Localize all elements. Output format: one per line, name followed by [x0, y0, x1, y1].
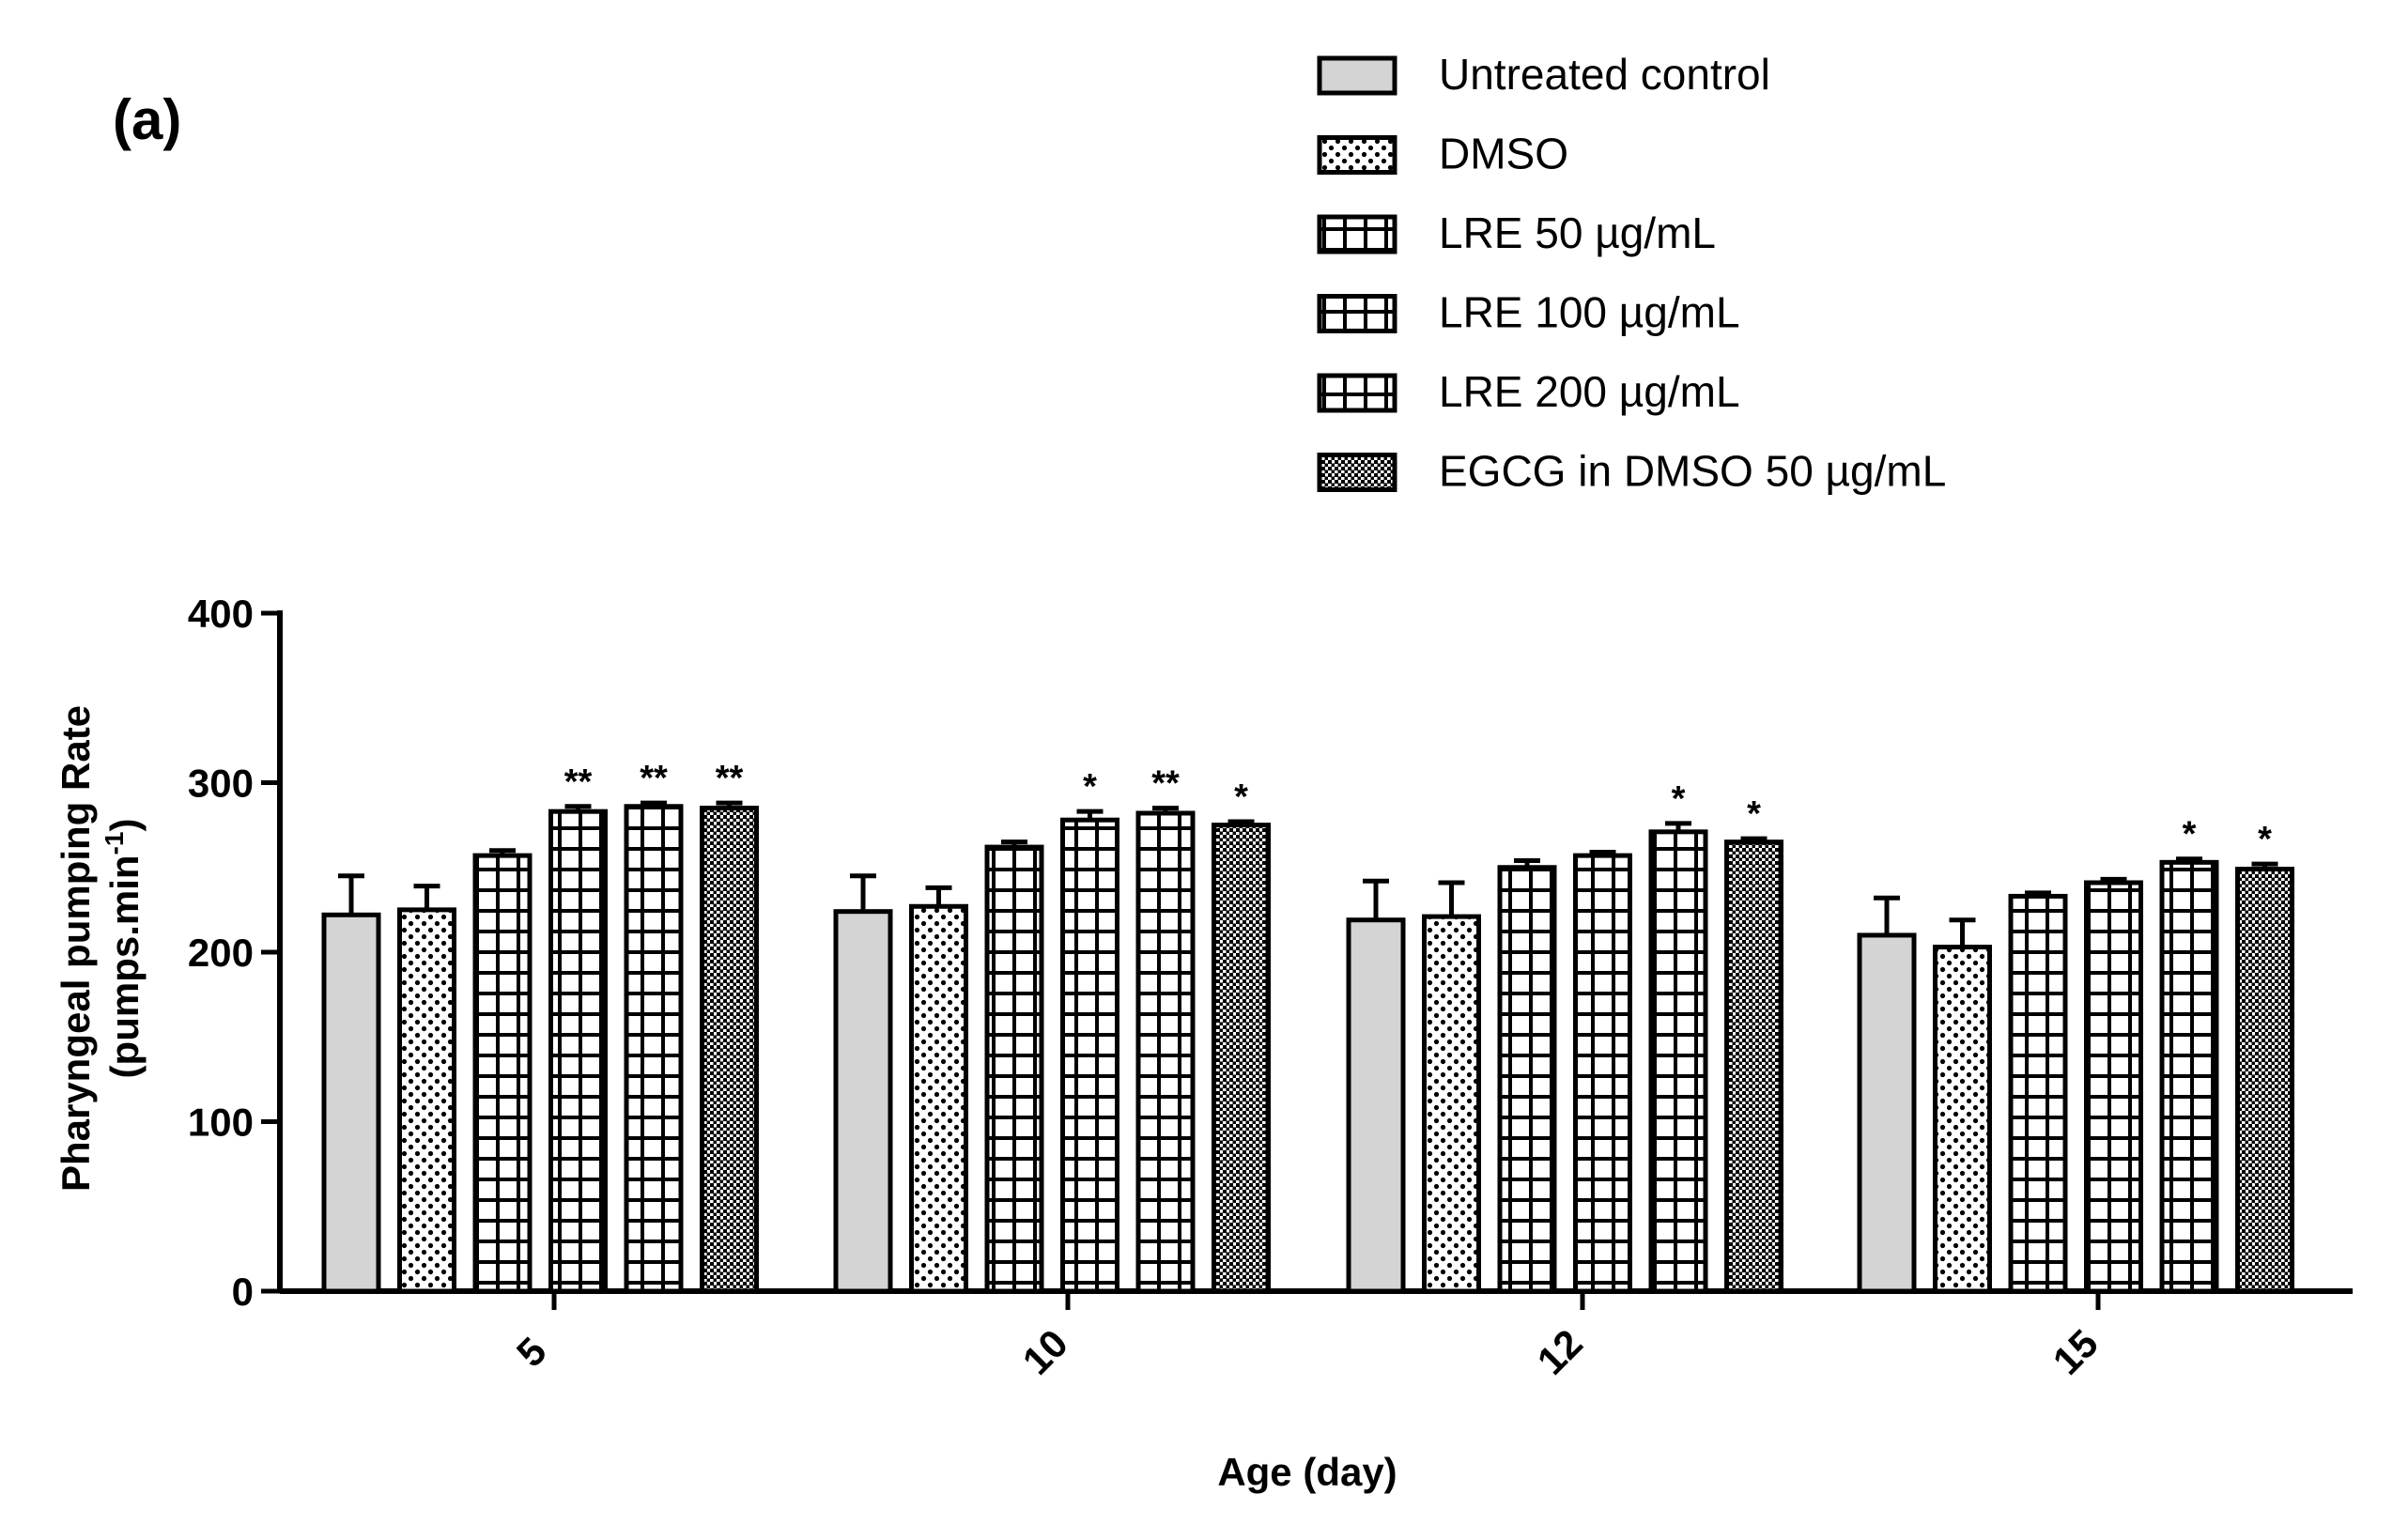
legend-label: LRE 200 µg/mL	[1439, 367, 1740, 416]
significance-mark: **	[716, 759, 744, 798]
y-tick-label: 200	[188, 931, 254, 975]
bar-dmso-day-10	[909, 903, 968, 1294]
bar-egcg-in-dmso-50-g-ml-day-5	[700, 806, 759, 1294]
legend-label: EGCG in DMSO 50 µg/mL	[1439, 447, 1946, 496]
significance-mark: *	[2258, 820, 2272, 859]
bar-lre-200-g-ml-day-12	[1648, 829, 1708, 1294]
x-axis-title: Age (day)	[1217, 1450, 1397, 1494]
bar-dmso-day-15	[1933, 945, 1992, 1294]
bar-lre-200-g-ml-day-15	[2159, 859, 2219, 1294]
bar-untreated-control-day-10	[833, 909, 893, 1294]
x-tick-label: 5	[508, 1329, 555, 1376]
bar-lre-50-g-ml-day-5	[472, 853, 533, 1294]
panel-label: (a)	[113, 88, 181, 151]
bar-lre-50-g-ml-day-10	[984, 844, 1044, 1294]
legend-swatch	[1317, 55, 1397, 96]
y-axis-title-superscript: -1	[100, 832, 129, 855]
bar-untreated-control-day-15	[1857, 932, 1917, 1294]
legend-swatch	[1317, 294, 1397, 333]
bars: ** ** ** * ** * * ** *	[321, 759, 2294, 1294]
significance-mark: *	[1234, 778, 1248, 817]
bar-lre-100-g-ml-day-15	[2084, 880, 2143, 1294]
legend-label: Untreated control	[1439, 50, 1770, 99]
bar-egcg-in-dmso-50-g-ml-day-15	[2235, 867, 2294, 1294]
y-tick-label: 400	[188, 592, 254, 636]
y-axis-title-line1: Pharyngeal pumping Rate	[54, 705, 98, 1192]
bar-dmso-day-5	[397, 907, 456, 1294]
legend: Untreated control DMSO LRE 50 µg/mL LRE 100…	[1317, 50, 1946, 496]
significance-mark: *	[1083, 767, 1097, 807]
y-tick-label: 300	[188, 762, 254, 806]
legend-label: LRE 50 µg/mL	[1439, 208, 1716, 257]
significance-mark: **	[1151, 764, 1180, 804]
significance-mark: *	[1747, 794, 1761, 834]
significance-mark: *	[1672, 779, 1686, 819]
bar-lre-100-g-ml-day-10	[1060, 817, 1119, 1294]
x-tick-label: 15	[2045, 1321, 2107, 1383]
legend-label: LRE 100 µg/mL	[1439, 288, 1740, 337]
x-tick-label: 12	[1529, 1321, 1591, 1383]
bar-lre-100-g-ml-day-12	[1573, 853, 1632, 1294]
y-axis-title-close: )	[102, 819, 147, 832]
bar-dmso-day-12	[1422, 914, 1481, 1294]
bar-untreated-control-day-5	[321, 912, 381, 1294]
legend-swatch	[1317, 214, 1397, 254]
bar-lre-50-g-ml-day-15	[2008, 893, 2068, 1294]
legend-swatch	[1317, 453, 1397, 492]
y-tick-label: 100	[188, 1101, 254, 1145]
legend-swatch	[1317, 373, 1397, 413]
bar-lre-200-g-ml-day-10	[1135, 810, 1196, 1294]
y-axis-title-line2: (pumps.min-1)	[100, 819, 147, 1079]
bar-lre-50-g-ml-day-12	[1497, 865, 1557, 1294]
legend-label: DMSO	[1439, 130, 1568, 178]
bar-egcg-in-dmso-50-g-ml-day-12	[1724, 839, 1783, 1294]
x-tick-label: 10	[1014, 1321, 1076, 1383]
bar-lre-100-g-ml-day-5	[548, 808, 608, 1294]
significance-mark: **	[564, 762, 593, 802]
bar-untreated-control-day-12	[1346, 917, 1406, 1294]
y-axis-title-unit: (pumps.min	[102, 855, 147, 1078]
significance-mark: *	[2183, 815, 2197, 855]
significance-mark: **	[640, 759, 668, 798]
bar-egcg-in-dmso-50-g-ml-day-10	[1212, 823, 1271, 1294]
bar-lre-200-g-ml-day-5	[624, 804, 684, 1294]
y-tick-label: 0	[232, 1270, 254, 1314]
y-axis-title: Pharyngeal pumping Rate (pumps.min-1)	[54, 705, 147, 1192]
legend-swatch	[1317, 135, 1397, 175]
